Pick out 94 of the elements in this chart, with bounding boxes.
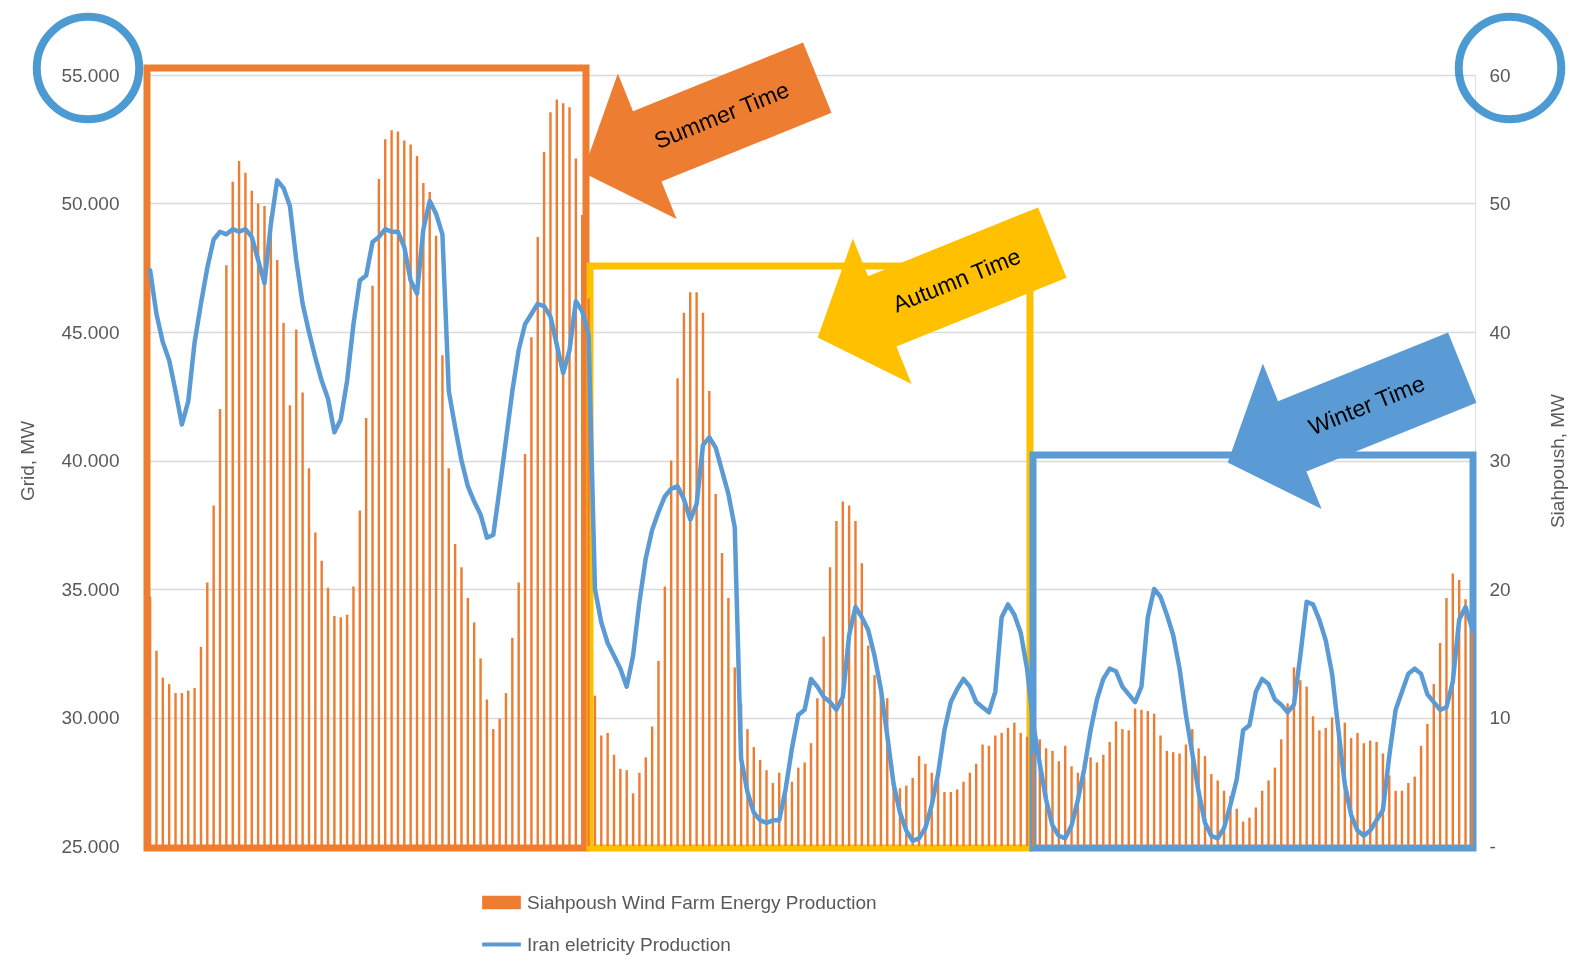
y-tick-label: 35.000 [61,578,120,600]
bar [943,792,946,846]
bar [155,650,158,846]
y-tick-label: 25.000 [61,835,120,857]
bar [1178,753,1181,846]
y-tick-label: 40.000 [61,450,120,471]
legend-label: Siahpoush Wind Farm Energy Production [527,891,877,913]
bar [1140,709,1143,846]
bar [1108,741,1111,846]
bar [1089,757,1092,846]
bar [422,182,425,846]
bar [708,391,711,846]
bar [1413,776,1416,846]
bar [1019,732,1022,846]
bar [854,520,857,846]
bar [816,698,819,846]
bar [206,582,209,846]
y2-tick-label: 20 [1489,578,1511,600]
bar [1121,729,1124,846]
bar [1464,599,1467,846]
bar [193,687,196,846]
bar [301,392,304,846]
y-tick-label: 50.000 [61,193,120,214]
bar [549,112,552,846]
bar [320,560,323,846]
bar [403,140,406,846]
y-axis-title: Grid, MW [16,420,38,502]
bar [1000,732,1003,846]
bar [600,735,603,846]
bar [962,781,965,846]
bar [225,265,228,846]
bar [174,693,177,846]
bar [1102,754,1105,846]
bar [1216,780,1219,846]
bar [765,770,768,846]
bar [479,658,482,846]
bar [873,675,876,846]
bar [1426,723,1429,846]
y2-tick-label: 50 [1489,193,1511,214]
bar [530,337,533,846]
bar [619,768,622,846]
y-tick-label: 30.000 [61,707,120,728]
bar [1305,686,1308,846]
bar [263,206,266,846]
bar [460,567,463,846]
y-tick-label: 45.000 [61,321,120,343]
bar [1445,598,1448,846]
bar [676,378,679,846]
bar [1032,753,1035,846]
legend-label: Iran eletricity Production [527,933,731,955]
bar [390,130,393,846]
y2-axis-title: Siahpoush, MW [1546,393,1568,529]
bar [981,744,984,846]
annotation: Winter Time [1304,370,1429,441]
y2-tick-label: 30 [1489,450,1511,471]
bar [498,718,501,846]
bar [1210,774,1213,846]
y2-tick-label: - [1489,835,1496,857]
bar [517,582,520,846]
bar [1248,817,1251,846]
bar [1407,783,1410,846]
bar [835,520,838,846]
y2-tick-label: 10 [1489,707,1511,728]
bar [282,323,285,846]
bar [441,355,444,846]
bar [657,660,660,846]
bar [371,285,374,846]
bar [244,172,247,846]
bar [212,505,215,846]
y-tick-label: 55.000 [61,64,120,86]
bar [333,615,336,846]
bar [1159,735,1162,846]
bar [911,777,914,846]
y2-tick-label: 60 [1489,64,1511,86]
bar [714,493,717,846]
bar [638,772,641,846]
bar [727,598,730,846]
bar [1318,730,1321,846]
bar [1013,722,1016,846]
bar [511,637,514,846]
bar [314,532,317,846]
y2-tick-label: 40 [1489,321,1511,343]
bar [606,732,609,846]
bar [695,292,698,846]
bar [352,586,355,846]
bar [1356,732,1359,846]
bar [1299,680,1302,846]
bar [409,144,412,846]
bar [1375,741,1378,846]
bar [1394,790,1397,846]
bar [1267,780,1270,846]
bar [803,762,806,846]
bar [1286,703,1289,846]
bar [568,107,571,846]
